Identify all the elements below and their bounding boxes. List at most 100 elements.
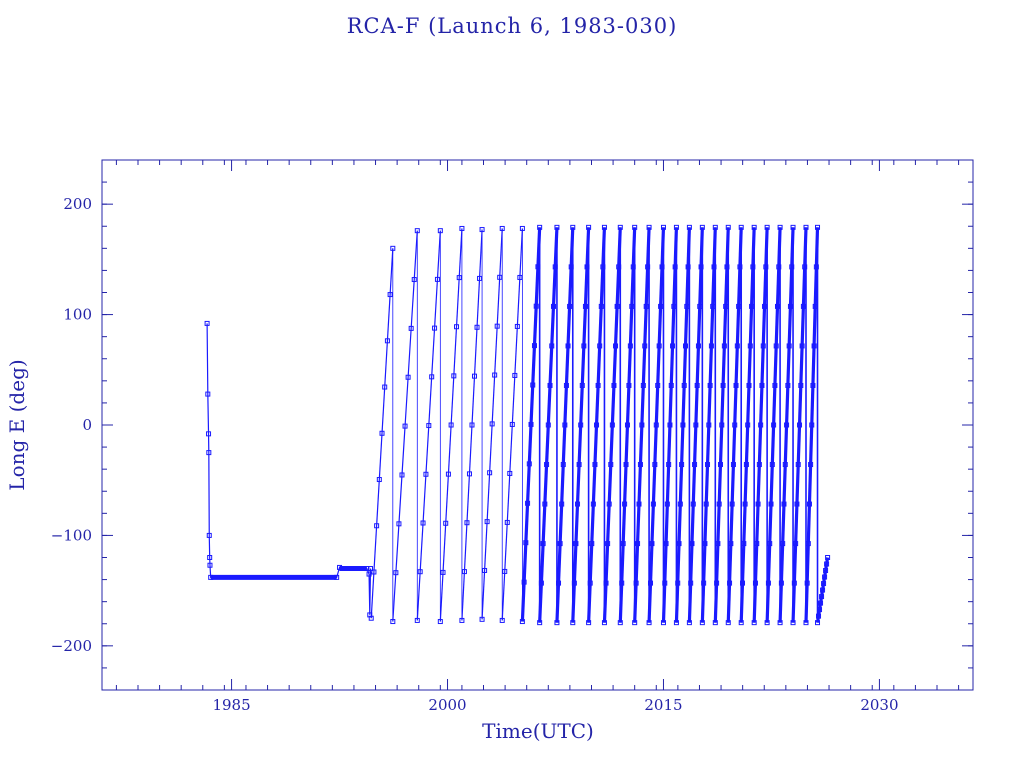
data-point <box>614 303 620 309</box>
data-point <box>743 462 749 468</box>
data-point <box>777 224 783 230</box>
data-point <box>658 303 664 309</box>
data-point <box>782 462 788 468</box>
y-axis-label: Long E (deg) <box>5 359 29 490</box>
series-group <box>204 224 831 626</box>
data-point <box>626 382 632 388</box>
data-point <box>759 382 765 388</box>
data-point <box>459 225 465 231</box>
data-point <box>750 264 756 270</box>
data-point <box>760 343 766 349</box>
data-point <box>584 264 590 270</box>
data-point <box>795 462 801 468</box>
data-point <box>684 303 690 309</box>
drift-sweep <box>700 227 717 623</box>
data-point <box>623 462 629 468</box>
data-point <box>646 620 652 626</box>
data-point <box>778 580 784 586</box>
data-point <box>206 450 212 456</box>
data-point <box>751 620 757 626</box>
data-point <box>652 462 658 468</box>
data-point <box>374 523 380 529</box>
drift-sweep <box>752 227 769 623</box>
data-point <box>547 382 553 388</box>
data-point <box>609 422 615 428</box>
data-point <box>786 343 792 349</box>
data-point <box>494 323 500 329</box>
data-point <box>813 264 819 270</box>
data-point <box>784 422 790 428</box>
data-point <box>821 581 827 587</box>
data-point <box>540 541 546 547</box>
data-point <box>764 224 770 230</box>
data-point <box>749 303 755 309</box>
drift-sweep <box>602 227 622 623</box>
data-point <box>492 372 498 378</box>
data-point <box>738 620 744 626</box>
data-point <box>445 471 451 477</box>
data-point <box>565 343 571 349</box>
data-point <box>205 391 211 397</box>
data-point <box>592 462 598 468</box>
data-point <box>414 228 420 234</box>
data-point <box>429 374 435 380</box>
tick-labels-group: 1985 2000 2015 2030 200 100 0 −100 −200 <box>51 195 899 714</box>
data-point <box>802 264 808 270</box>
data-point <box>405 374 411 380</box>
data-point <box>721 343 727 349</box>
drift-sweep <box>633 227 651 623</box>
data-point <box>550 303 556 309</box>
data-point <box>777 620 783 626</box>
drift-sweep <box>674 227 691 623</box>
data-point <box>629 303 635 309</box>
data-point <box>710 303 716 309</box>
data-point <box>725 620 731 626</box>
drift-sweep <box>687 227 704 623</box>
plot-frame <box>101 159 974 691</box>
data-point <box>207 555 213 560</box>
data-point <box>562 422 568 428</box>
data-point <box>680 422 686 428</box>
data-point <box>589 541 595 547</box>
data-point <box>741 541 747 547</box>
data-point <box>504 519 510 525</box>
data-point <box>765 580 771 586</box>
data-point <box>728 541 734 547</box>
data-point <box>207 562 213 568</box>
data-point <box>656 343 662 349</box>
data-point <box>711 264 717 270</box>
data-point <box>616 264 622 270</box>
y-tick-label: −100 <box>51 526 92 544</box>
data-point <box>479 227 485 233</box>
data-point <box>789 264 795 270</box>
data-point <box>568 264 574 270</box>
data-point <box>459 617 465 623</box>
data-point <box>686 224 692 230</box>
data-point <box>451 373 457 379</box>
data-point <box>791 580 797 586</box>
data-point <box>399 472 405 478</box>
y-tick-label: 100 <box>63 306 92 324</box>
data-point <box>730 462 736 468</box>
data-point <box>666 462 672 468</box>
data-point <box>605 541 611 547</box>
data-point <box>538 580 544 586</box>
data-point <box>822 574 828 580</box>
data-point <box>535 264 541 270</box>
drift-sweep <box>739 227 756 623</box>
data-point <box>595 382 601 388</box>
data-point <box>434 276 440 282</box>
data-point <box>714 580 720 586</box>
data-point <box>774 303 780 309</box>
drift-sweep <box>461 229 483 621</box>
data-point <box>673 224 679 230</box>
data-point <box>805 541 811 547</box>
drift-sweep <box>571 227 591 623</box>
data-point <box>816 613 822 619</box>
data-point <box>575 501 581 507</box>
data-point <box>454 324 460 330</box>
data-point <box>521 579 527 585</box>
data-point <box>570 224 576 230</box>
data-point <box>673 620 679 626</box>
drift-sweep <box>791 227 808 623</box>
